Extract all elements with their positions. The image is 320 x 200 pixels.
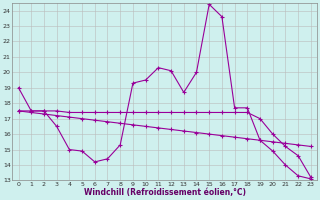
X-axis label: Windchill (Refroidissement éolien,°C): Windchill (Refroidissement éolien,°C) [84, 188, 246, 197]
